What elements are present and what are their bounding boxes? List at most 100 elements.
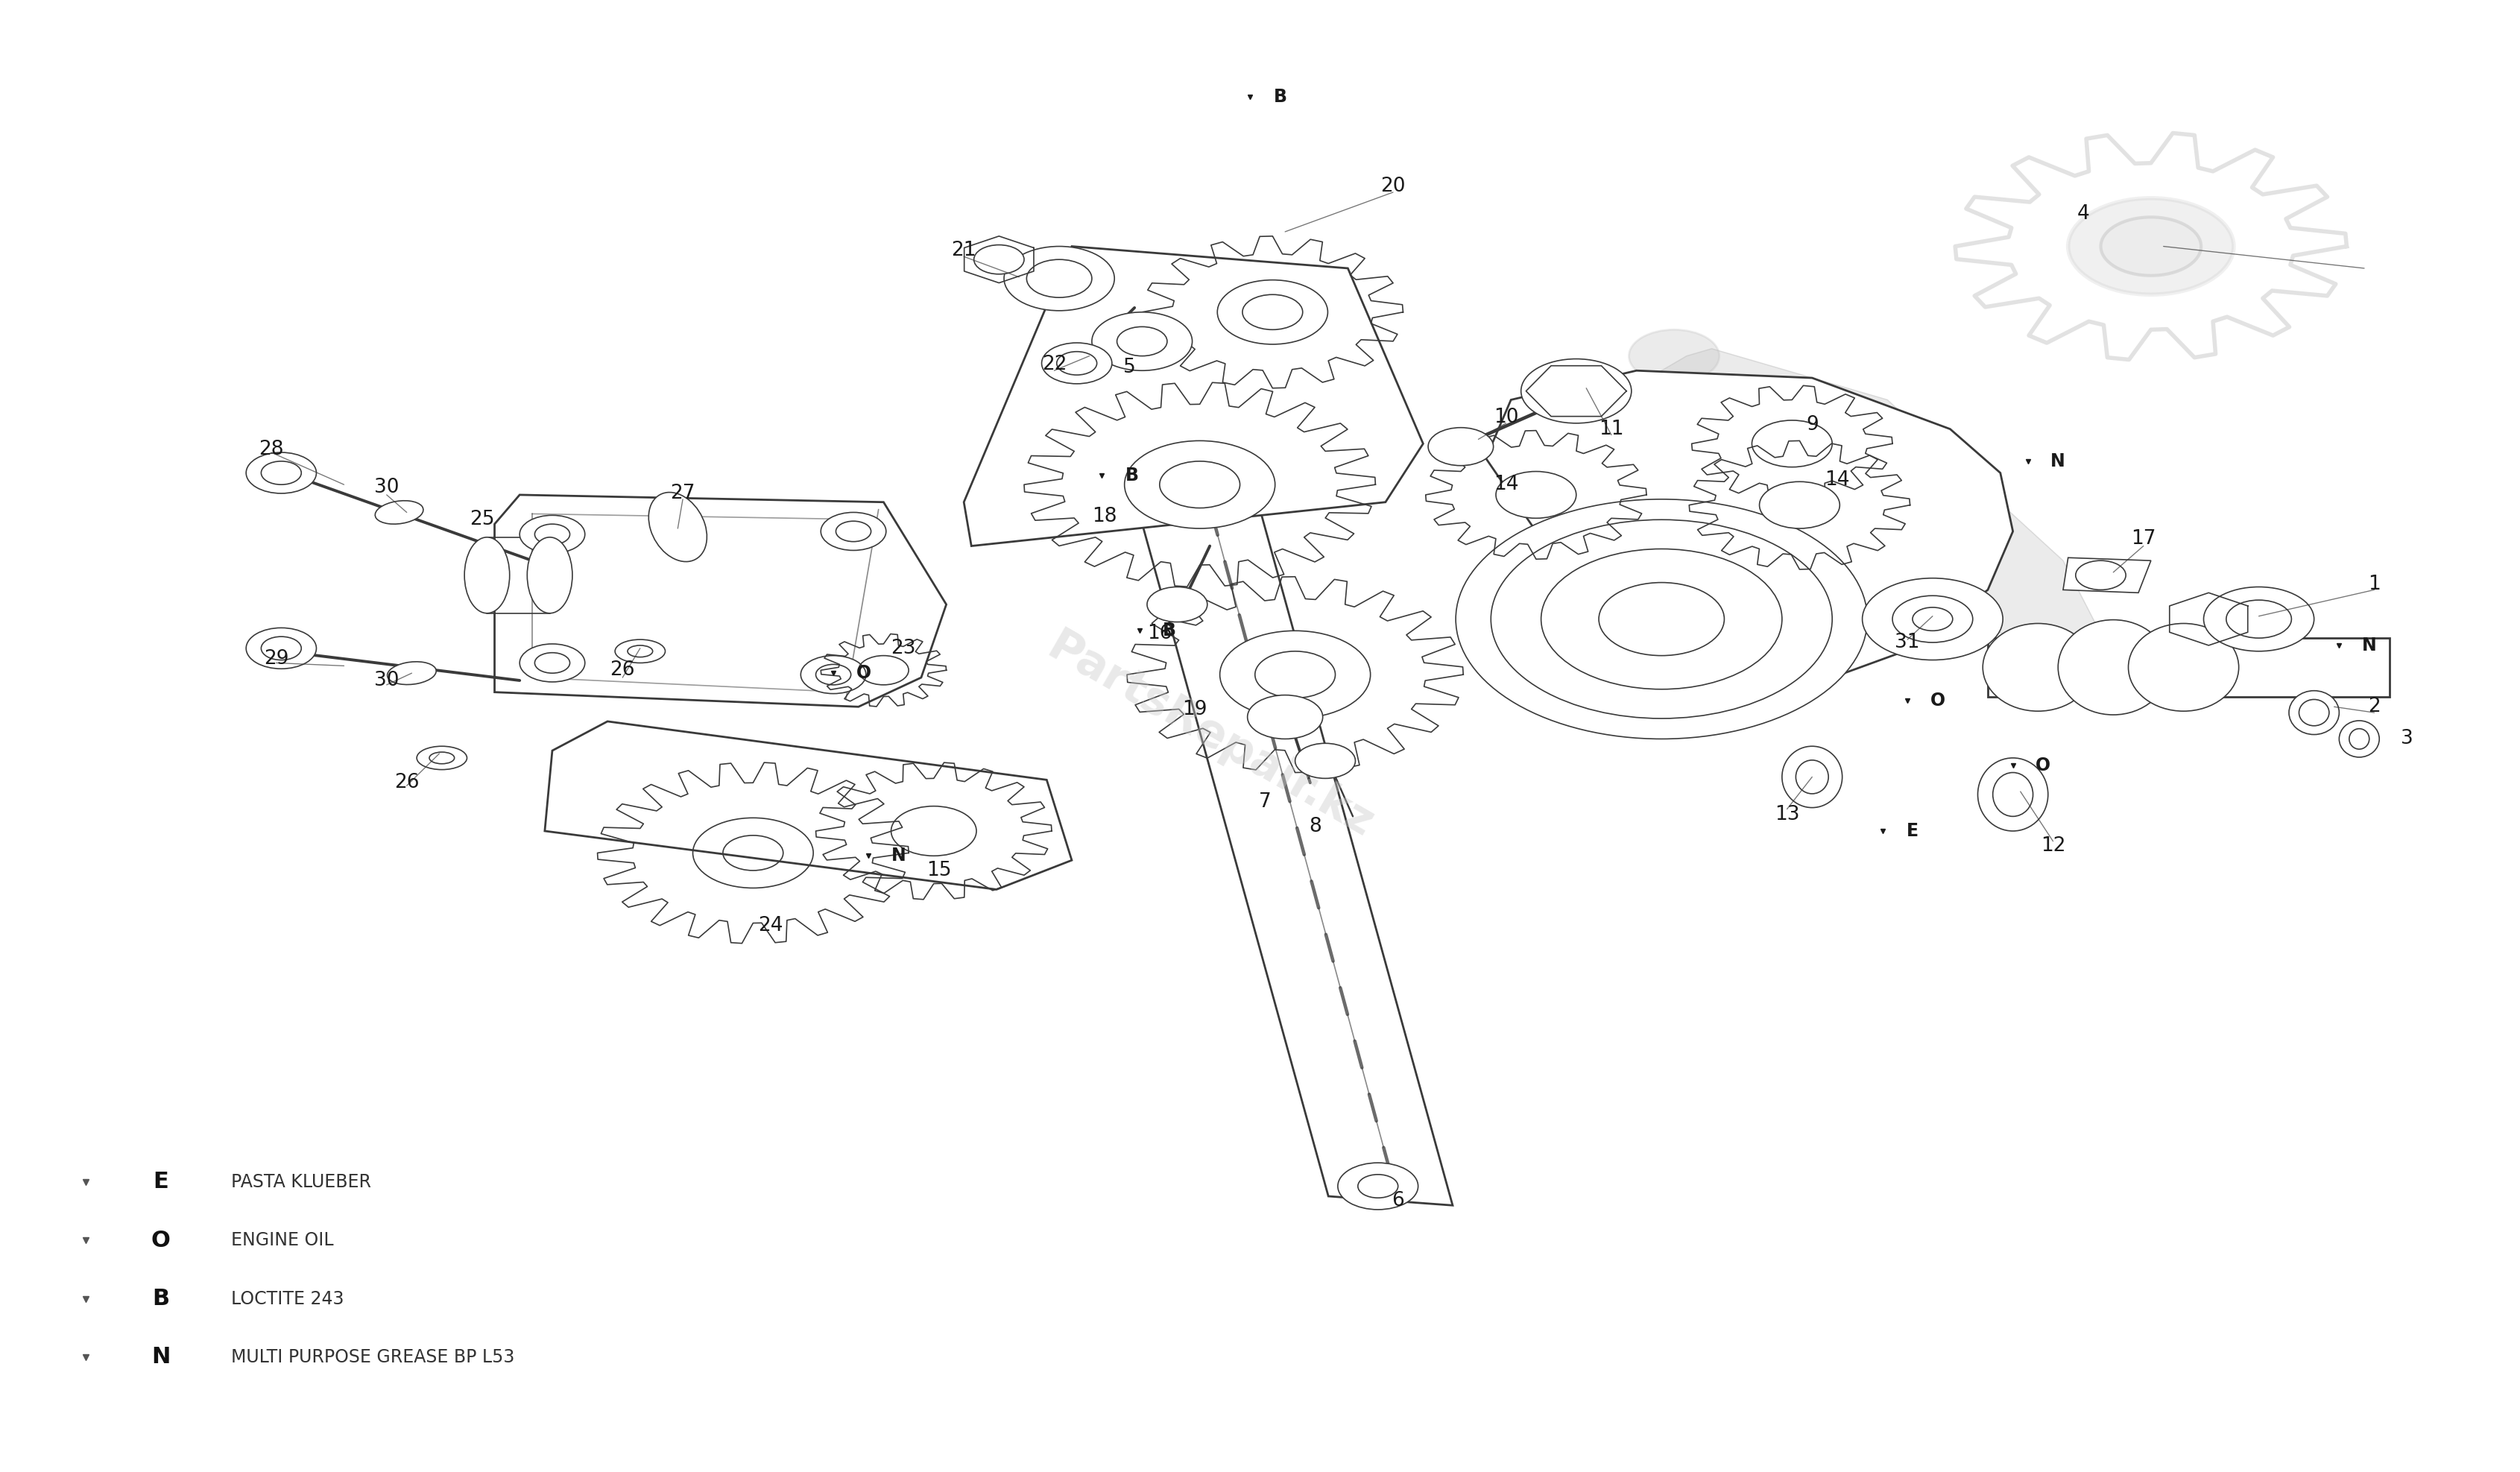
Text: O: O (857, 664, 872, 682)
Text: E: E (1908, 821, 1918, 841)
Circle shape (1295, 743, 1356, 779)
Text: 29: 29 (265, 649, 290, 668)
Circle shape (1457, 499, 1867, 739)
Circle shape (1003, 246, 1114, 311)
Ellipse shape (1983, 624, 2094, 711)
Circle shape (2069, 199, 2233, 294)
Text: N: N (892, 846, 907, 864)
Text: 9: 9 (1807, 415, 1819, 434)
Text: B: B (151, 1288, 169, 1310)
Ellipse shape (2059, 620, 2170, 715)
Text: O: O (1930, 692, 1945, 710)
Text: 10: 10 (1494, 408, 1520, 427)
Circle shape (1247, 695, 1323, 739)
Circle shape (822, 512, 887, 551)
Text: 21: 21 (953, 241, 975, 261)
Polygon shape (2064, 558, 2152, 593)
Text: 8: 8 (1308, 817, 1320, 836)
Circle shape (1522, 359, 1630, 424)
Circle shape (247, 629, 318, 668)
Circle shape (1759, 481, 1840, 528)
Text: 24: 24 (759, 917, 784, 936)
Circle shape (2202, 587, 2313, 651)
Ellipse shape (375, 500, 423, 524)
Text: PartsRepair.kz: PartsRepair.kz (1038, 624, 1381, 848)
Circle shape (1147, 587, 1207, 623)
Text: 14: 14 (1824, 471, 1850, 490)
Text: 2: 2 (2369, 698, 2381, 717)
Text: 26: 26 (610, 661, 635, 680)
Text: 31: 31 (1895, 633, 1920, 652)
Text: 26: 26 (393, 773, 418, 792)
Text: E: E (154, 1172, 169, 1192)
Text: O: O (2036, 757, 2051, 774)
Ellipse shape (2129, 624, 2238, 711)
Text: B: B (1126, 467, 1139, 484)
Circle shape (1338, 1163, 1419, 1210)
Text: 11: 11 (1598, 420, 1623, 439)
Polygon shape (963, 246, 1424, 546)
Polygon shape (1474, 371, 2013, 721)
Polygon shape (1988, 637, 2389, 696)
Ellipse shape (2288, 690, 2339, 735)
Text: ENGINE OIL: ENGINE OIL (232, 1231, 333, 1250)
Text: 22: 22 (1041, 355, 1066, 374)
Polygon shape (1648, 349, 2102, 655)
Polygon shape (544, 721, 1071, 889)
Text: 12: 12 (2041, 836, 2066, 855)
Text: PASTA KLUEBER: PASTA KLUEBER (232, 1173, 370, 1191)
Ellipse shape (527, 537, 572, 614)
Text: 3: 3 (2402, 729, 2414, 749)
Text: 30: 30 (373, 671, 398, 690)
Ellipse shape (416, 746, 466, 770)
Circle shape (1497, 471, 1575, 518)
Text: 6: 6 (1391, 1191, 1404, 1210)
Circle shape (1220, 631, 1371, 718)
Circle shape (1862, 578, 2003, 659)
Text: LOCTITE 243: LOCTITE 243 (232, 1289, 343, 1307)
Circle shape (2076, 561, 2127, 590)
Circle shape (247, 452, 318, 493)
Circle shape (801, 655, 867, 693)
Text: 4: 4 (2076, 205, 2089, 224)
Circle shape (1429, 427, 1494, 465)
Text: 13: 13 (1774, 805, 1799, 824)
Text: MULTI PURPOSE GREASE BP L53: MULTI PURPOSE GREASE BP L53 (232, 1348, 514, 1366)
Text: 15: 15 (927, 861, 950, 880)
Text: 16: 16 (1147, 624, 1172, 643)
Ellipse shape (1978, 758, 2049, 832)
Ellipse shape (464, 537, 509, 614)
Text: 25: 25 (469, 509, 494, 530)
Text: 20: 20 (1381, 177, 1406, 196)
Text: 5: 5 (1124, 358, 1137, 377)
Text: 18: 18 (1091, 506, 1116, 527)
Text: N: N (2051, 452, 2066, 470)
Text: 30: 30 (373, 478, 398, 498)
Text: N: N (151, 1347, 171, 1367)
Text: 27: 27 (670, 484, 696, 503)
Text: 14: 14 (1494, 475, 1520, 495)
Circle shape (519, 515, 585, 553)
Text: 7: 7 (1260, 792, 1270, 811)
Circle shape (1628, 330, 1719, 383)
Text: 1: 1 (2369, 574, 2381, 593)
Circle shape (1217, 280, 1328, 344)
Text: O: O (151, 1229, 171, 1251)
Circle shape (519, 643, 585, 682)
Text: B: B (1162, 621, 1177, 640)
Circle shape (973, 244, 1023, 274)
Circle shape (2102, 216, 2200, 275)
Ellipse shape (388, 662, 436, 684)
Text: 17: 17 (2132, 528, 2157, 549)
Circle shape (1751, 421, 1832, 467)
Ellipse shape (2339, 721, 2379, 757)
Polygon shape (494, 495, 948, 707)
Circle shape (1124, 440, 1275, 528)
Ellipse shape (1782, 746, 1842, 808)
Text: 23: 23 (892, 639, 917, 658)
Text: N: N (2361, 636, 2376, 655)
Text: 28: 28 (260, 440, 285, 459)
Text: B: B (1273, 88, 1288, 106)
Circle shape (1041, 343, 1111, 384)
Polygon shape (1094, 344, 1452, 1206)
